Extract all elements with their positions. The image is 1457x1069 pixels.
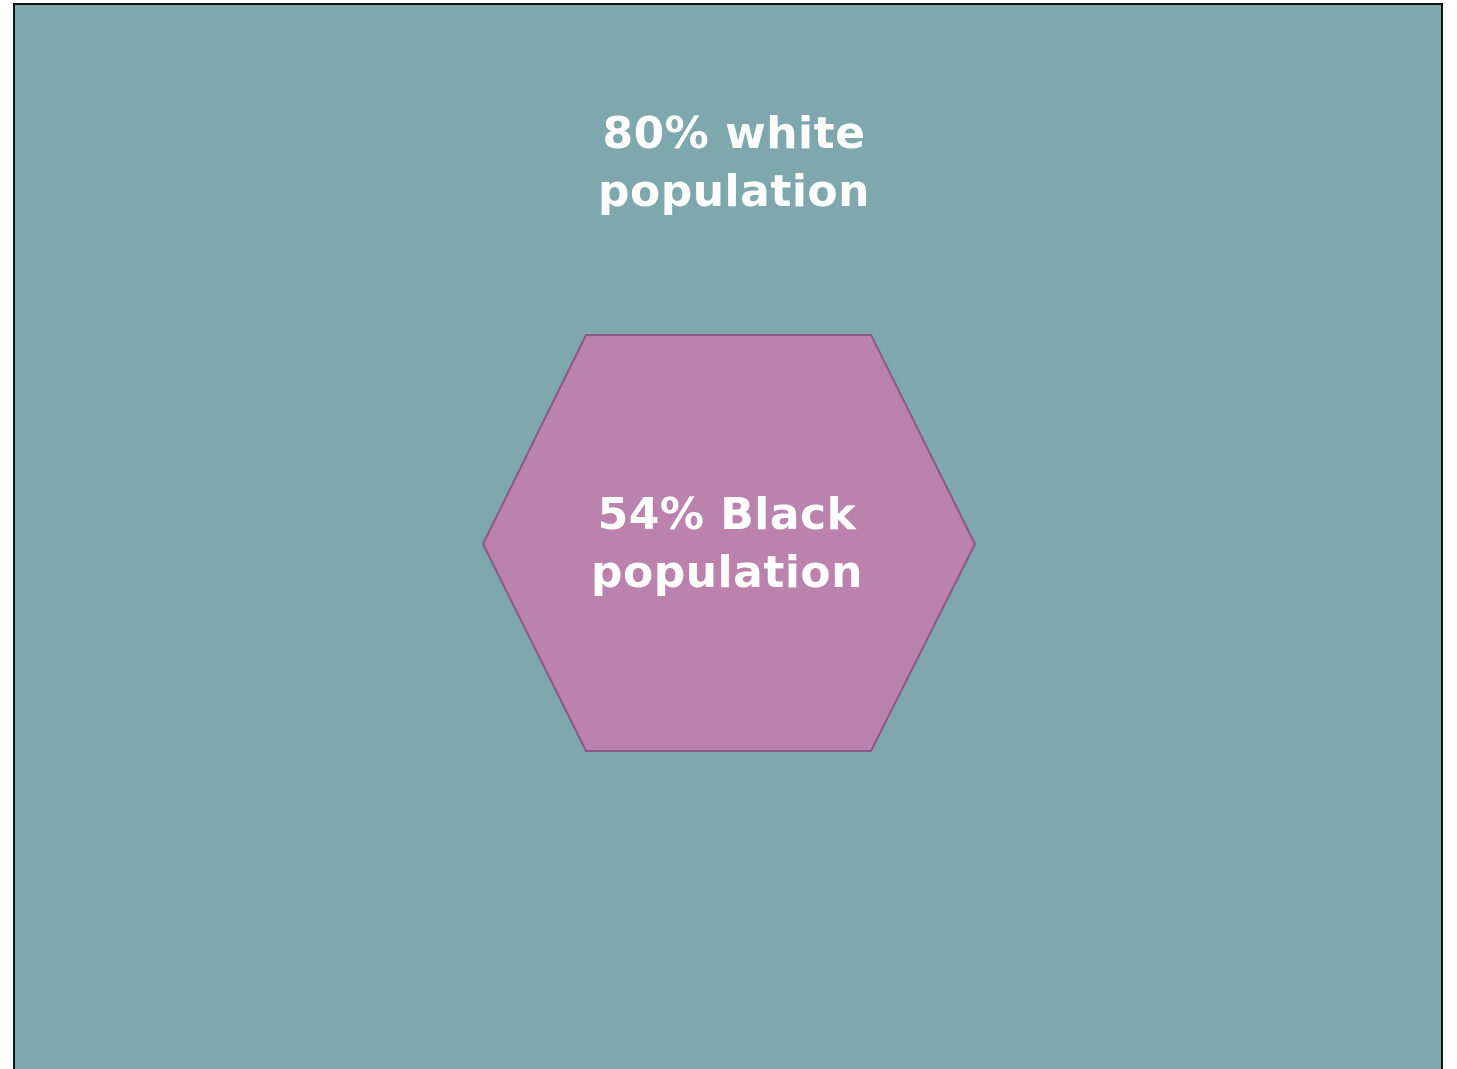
white-population-percent: 80% white <box>602 108 866 159</box>
black-population-percent: 54% Black <box>597 489 857 540</box>
black-population-label: 54% Black population <box>481 486 973 602</box>
white-population-word: population <box>598 166 870 217</box>
white-population-label: 80% white population <box>15 105 1441 221</box>
diagram-frame: 80% white population 54% Black populatio… <box>13 3 1443 1069</box>
black-population-hexagon <box>481 334 977 752</box>
black-population-word: population <box>591 547 863 598</box>
hexagon-layer <box>481 334 977 752</box>
